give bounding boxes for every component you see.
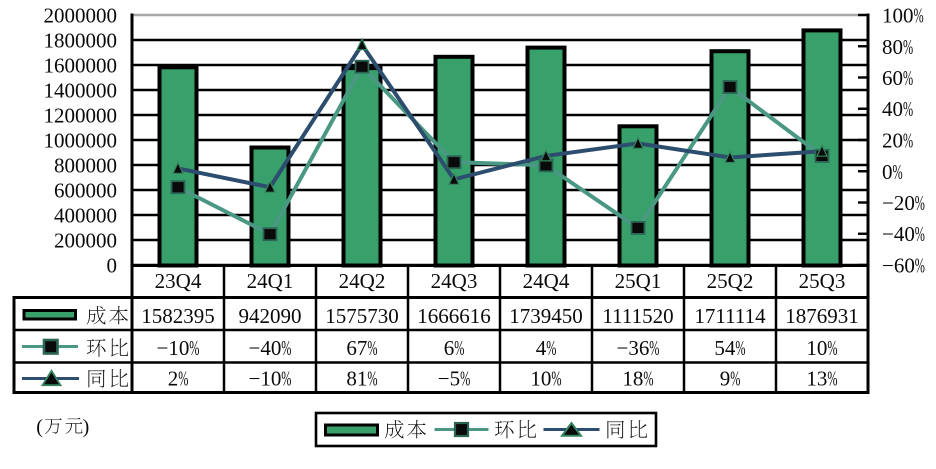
- svg-text:%: %: [914, 4, 924, 27]
- svg-text:%: %: [546, 337, 556, 360]
- svg-text:%: %: [649, 337, 659, 360]
- svg-text:25Q3: 25Q3: [799, 269, 846, 293]
- svg-text:18: 18: [622, 367, 643, 391]
- svg-text:24Q2: 24Q2: [339, 269, 386, 293]
- svg-text:1400000: 1400000: [44, 79, 118, 103]
- svg-text:800000: 800000: [54, 154, 117, 178]
- svg-text:%: %: [460, 367, 470, 390]
- svg-text:%: %: [903, 35, 913, 58]
- svg-text:%: %: [189, 337, 199, 360]
- svg-text:40: 40: [882, 97, 903, 121]
- svg-text:2: 2: [168, 367, 179, 391]
- svg-text:25Q1: 25Q1: [615, 269, 662, 293]
- svg-text:%: %: [827, 367, 837, 390]
- svg-text:%: %: [893, 160, 903, 183]
- svg-text:200000: 200000: [54, 229, 117, 253]
- svg-text:6: 6: [444, 336, 455, 360]
- svg-text:942090: 942090: [239, 304, 302, 328]
- svg-text:%: %: [551, 367, 561, 390]
- svg-text:%: %: [730, 367, 740, 390]
- svg-text:23Q4: 23Q4: [155, 269, 202, 293]
- svg-text:%: %: [915, 223, 925, 246]
- svg-text:%: %: [367, 367, 377, 390]
- svg-text:−5: −5: [438, 367, 460, 391]
- svg-text:100: 100: [882, 4, 914, 28]
- svg-text:24Q1: 24Q1: [247, 269, 294, 293]
- svg-text:−40: −40: [882, 222, 915, 246]
- svg-text:10: 10: [806, 336, 827, 360]
- svg-text:600000: 600000: [54, 179, 117, 203]
- svg-text:1200000: 1200000: [44, 104, 118, 128]
- svg-text:20: 20: [882, 129, 903, 153]
- svg-text:24Q4: 24Q4: [523, 269, 570, 293]
- svg-text:80: 80: [882, 35, 903, 59]
- svg-text:%: %: [903, 98, 913, 121]
- svg-text:54: 54: [714, 336, 736, 360]
- svg-text:67: 67: [346, 336, 367, 360]
- svg-text:24Q3: 24Q3: [431, 269, 478, 293]
- svg-text:10: 10: [530, 367, 551, 391]
- svg-text:−60: −60: [882, 254, 915, 278]
- svg-text:−36: −36: [617, 336, 650, 360]
- svg-text:): ): [83, 416, 90, 438]
- svg-text:1111520: 1111520: [602, 304, 673, 328]
- svg-text:−20: −20: [882, 191, 915, 215]
- svg-text:−10: −10: [249, 367, 282, 391]
- svg-text:13: 13: [806, 367, 827, 391]
- svg-text:1582395: 1582395: [141, 304, 215, 328]
- svg-text:%: %: [735, 337, 745, 360]
- svg-text:25Q2: 25Q2: [707, 269, 754, 293]
- svg-text:%: %: [903, 129, 913, 152]
- svg-text:%: %: [915, 254, 925, 277]
- svg-text:%: %: [178, 367, 188, 390]
- svg-text:%: %: [643, 367, 653, 390]
- svg-text:%: %: [281, 367, 291, 390]
- svg-text:−40: −40: [249, 336, 282, 360]
- svg-text:−10: −10: [157, 336, 190, 360]
- svg-text:0: 0: [107, 254, 118, 278]
- svg-text:1800000: 1800000: [44, 29, 118, 53]
- svg-text:2000000: 2000000: [44, 4, 118, 28]
- svg-text:%: %: [367, 337, 377, 360]
- svg-text:%: %: [915, 192, 925, 215]
- svg-text:1876931: 1876931: [785, 304, 859, 328]
- svg-text:(: (: [36, 416, 43, 438]
- svg-text:%: %: [903, 67, 913, 90]
- svg-text:1600000: 1600000: [44, 54, 118, 78]
- svg-text:1739450: 1739450: [509, 304, 583, 328]
- svg-text:0: 0: [882, 160, 893, 184]
- svg-text:81: 81: [346, 367, 367, 391]
- svg-text:%: %: [827, 337, 837, 360]
- svg-text:1711114: 1711114: [694, 304, 766, 328]
- svg-text:4: 4: [536, 336, 547, 360]
- svg-text:%: %: [454, 337, 464, 360]
- svg-text:400000: 400000: [54, 204, 117, 228]
- svg-text:1575730: 1575730: [325, 304, 399, 328]
- svg-text:60: 60: [882, 66, 903, 90]
- svg-text:%: %: [281, 337, 291, 360]
- svg-text:1000000: 1000000: [44, 129, 118, 153]
- svg-text:9: 9: [720, 367, 731, 391]
- svg-text:1666616: 1666616: [417, 304, 491, 328]
